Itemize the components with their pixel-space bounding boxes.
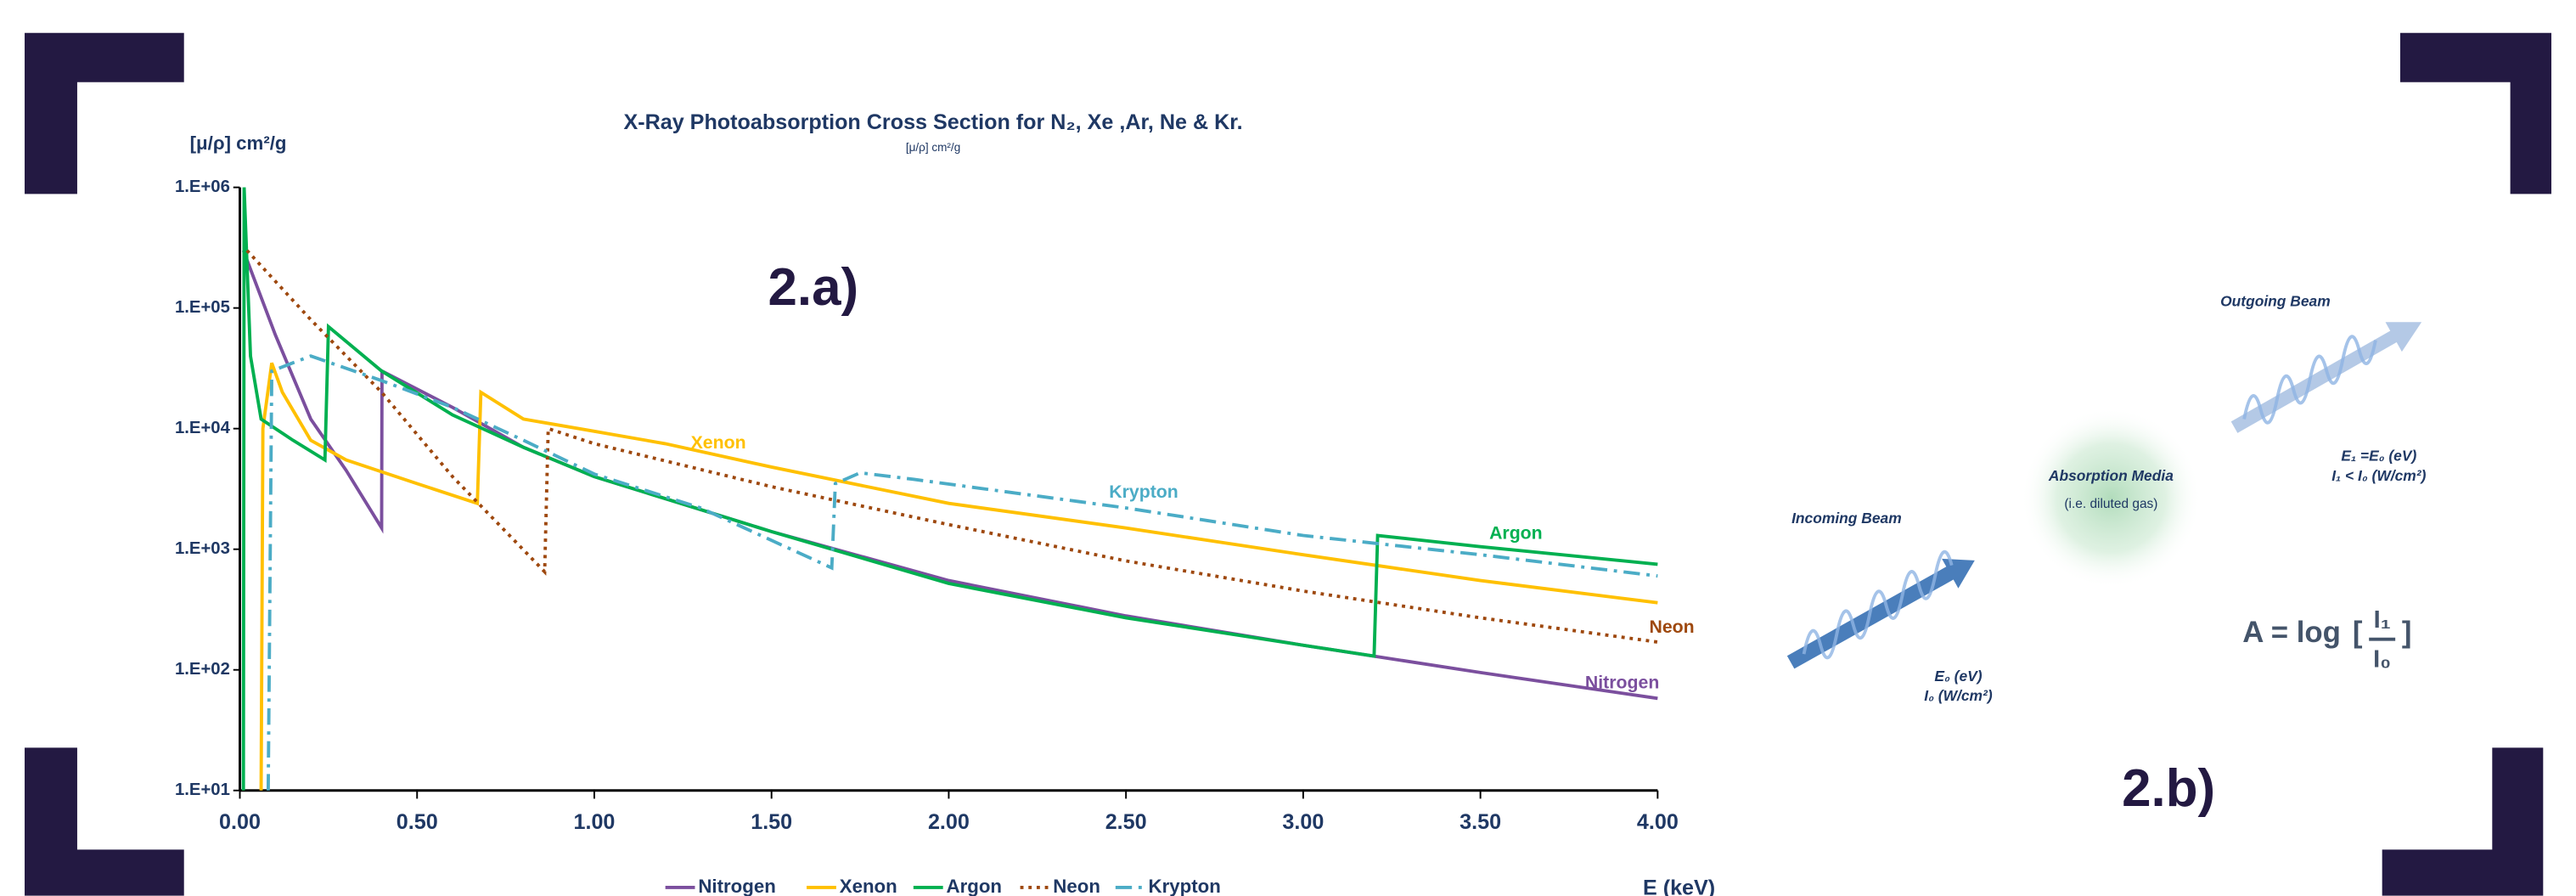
x-tick-label: 4.00 (1637, 810, 1679, 834)
formula-denominator: I₀ (2373, 646, 2391, 673)
series-label: Krypton (1109, 482, 1178, 502)
figure: X-Ray Photoabsorption Cross Section for … (0, 0, 2576, 896)
y-tick-label: 1.E+01 (175, 780, 230, 799)
series-line (244, 251, 1658, 698)
series-line (262, 363, 1658, 790)
legend-label: Nitrogen (698, 876, 775, 896)
x-tick-label: 3.00 (1282, 810, 1324, 834)
panel-label: 2.b) (2122, 759, 2215, 818)
outgoing-intensity: I₁ < I₀ (W/cm²) (2331, 467, 2426, 484)
y-axis-label: [μ/ρ] cm²/g (190, 132, 287, 154)
incoming-energy: E₀ (eV) (1934, 668, 1982, 685)
plot: 1.E+01 1.E+02 1.E+03 1.E+04 1.E+05 1.E+06 0.00… (175, 178, 1695, 896)
legend-label: Xenon (840, 876, 897, 896)
incoming-beam: Incoming Beam (1791, 510, 1902, 527)
panel-label: 2.a) (768, 258, 858, 317)
x-tick-label: 2.00 (928, 810, 970, 834)
series-label: Xenon (691, 432, 746, 453)
chart-title: X-Ray Photoabsorption Cross Section for … (623, 110, 1242, 134)
y-tick-label: 1.E+04 (175, 419, 231, 437)
media-note: (i.e. diluted gas) (2064, 497, 2157, 511)
formula-lhs: A = log (2242, 616, 2341, 649)
y-tick-label: 1.E+02 (175, 660, 230, 679)
x-tick-label: 1.00 (573, 810, 615, 834)
x-axis-label: E (keV) (1643, 876, 1715, 896)
formula-close: ] (2402, 616, 2412, 649)
chart-subtitle: [μ/ρ] cm²/g (906, 141, 960, 154)
series-label: Nitrogen (1585, 673, 1659, 693)
incoming-intensity: I₀ (W/cm²) (1924, 687, 1993, 704)
page: {"chart_data": { "type": "line", "title"… (0, 0, 2576, 896)
series-line (244, 188, 1658, 791)
formula-numerator: I₁ (2374, 606, 2391, 634)
x-tick-label: 2.50 (1105, 810, 1147, 834)
x-tick-label: 1.50 (751, 810, 792, 834)
x-tick-label: 3.50 (1460, 810, 1501, 834)
series-label: Neon (1649, 617, 1694, 637)
x-tick-label: 0.00 (219, 810, 261, 834)
formula-open: [ (2353, 616, 2363, 649)
legend-label: Neon (1053, 876, 1100, 896)
outgoing-beam: Outgoing Beam (2220, 293, 2331, 310)
series-label: Argon (1489, 523, 1543, 544)
outgoing-energy: E₁ =E₀ (eV) (2341, 448, 2416, 465)
y-tick-label: 1.E+05 (175, 298, 230, 317)
legend-label: Krypton (1149, 876, 1221, 896)
legend-label: Argon (947, 876, 1003, 896)
x-tick-label: 0.50 (397, 810, 438, 834)
diagram: Outgoing Beam E₁ =E₀ (eV) I₁ < I₀ (W/cm²… (1791, 293, 2426, 818)
y-tick-label: 1.E+03 (175, 539, 230, 558)
incoming-arrow (1791, 570, 1954, 662)
y-tick-label: 1.E+06 (175, 178, 230, 196)
media-label: Absorption Media (2048, 467, 2174, 484)
